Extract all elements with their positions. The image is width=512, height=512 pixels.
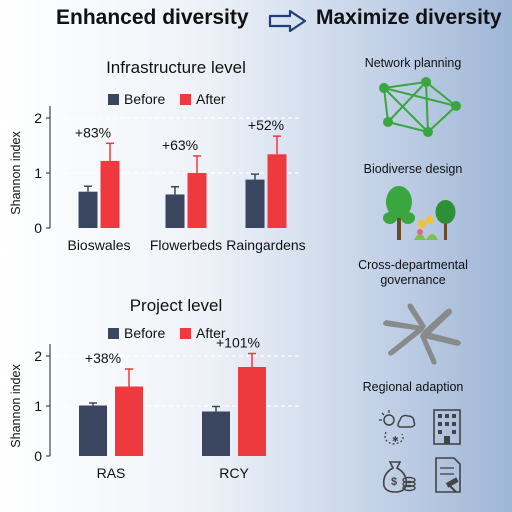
category-label: Raingardens xyxy=(226,237,305,253)
bar xyxy=(238,367,266,456)
bar xyxy=(78,191,98,228)
bar xyxy=(245,179,265,228)
chart1-title: Infrastructure level xyxy=(106,58,246,77)
chart2-title: Project level xyxy=(129,296,223,315)
legend-swatch xyxy=(108,94,119,105)
legend-label: Before xyxy=(124,91,165,107)
change-annotation: +83% xyxy=(75,124,111,140)
category-label: Bioswales xyxy=(67,237,130,253)
y-tick-label: 0 xyxy=(34,220,42,236)
hands-circle-icon xyxy=(383,303,461,365)
y-tick-label: 2 xyxy=(34,110,42,126)
change-annotation: +101% xyxy=(216,335,260,351)
bar xyxy=(267,154,287,228)
legend-swatch xyxy=(180,94,191,105)
climate-icon: ✱ xyxy=(379,410,416,445)
change-annotation: +52% xyxy=(248,117,284,133)
regional-adaption-label: Regional adaption xyxy=(362,380,464,394)
legend-swatch xyxy=(108,328,119,339)
legend-label: After xyxy=(196,91,226,107)
legal-document-icon xyxy=(435,457,461,493)
category-label: Flowerbeds xyxy=(150,237,222,253)
category-label: RCY xyxy=(219,465,249,481)
trees-flowers-icon xyxy=(383,186,456,240)
bar xyxy=(165,194,185,228)
network-graph-icon xyxy=(379,77,461,137)
header-left-title: Enhanced diversity xyxy=(56,6,249,29)
legend-label: Before xyxy=(124,325,165,341)
y-axis-label: Shannon index xyxy=(9,364,23,448)
change-annotation: +63% xyxy=(162,137,198,153)
chart-project-level: 0 1 2 Shannon index Before After +38% RAS +101% R… xyxy=(9,325,300,481)
right-arrow-icon xyxy=(268,9,307,33)
biodiverse-design-label: Biodiverse design xyxy=(363,162,463,176)
header-right-title: Maximize diversity xyxy=(316,6,502,29)
y-axis-label: Shannon index xyxy=(9,131,23,215)
y-tick-label: 1 xyxy=(34,165,42,181)
y-tick-label: 2 xyxy=(34,348,42,364)
y-tick-label: 0 xyxy=(34,448,42,464)
bar xyxy=(187,173,207,228)
category-label: RAS xyxy=(97,465,126,481)
bar xyxy=(202,411,230,456)
legend-label: After xyxy=(196,325,226,341)
building-icon xyxy=(433,409,461,445)
svg-text:$: $ xyxy=(391,476,397,488)
bar xyxy=(79,405,107,456)
bar xyxy=(115,386,143,456)
y-tick-label: 1 xyxy=(34,398,42,414)
change-annotation: +38% xyxy=(85,350,121,366)
money-bag-icon: $ xyxy=(382,461,416,493)
bar xyxy=(100,160,120,228)
governance-label: Cross-departmental governance xyxy=(358,258,468,287)
chart-infrastructure-level: 0 1 2 Shannon index Before After +83% Bioswales… xyxy=(9,91,306,253)
legend-swatch xyxy=(180,328,191,339)
svg-text:✱: ✱ xyxy=(392,435,399,444)
network-planning-label: Network planning xyxy=(364,56,462,70)
